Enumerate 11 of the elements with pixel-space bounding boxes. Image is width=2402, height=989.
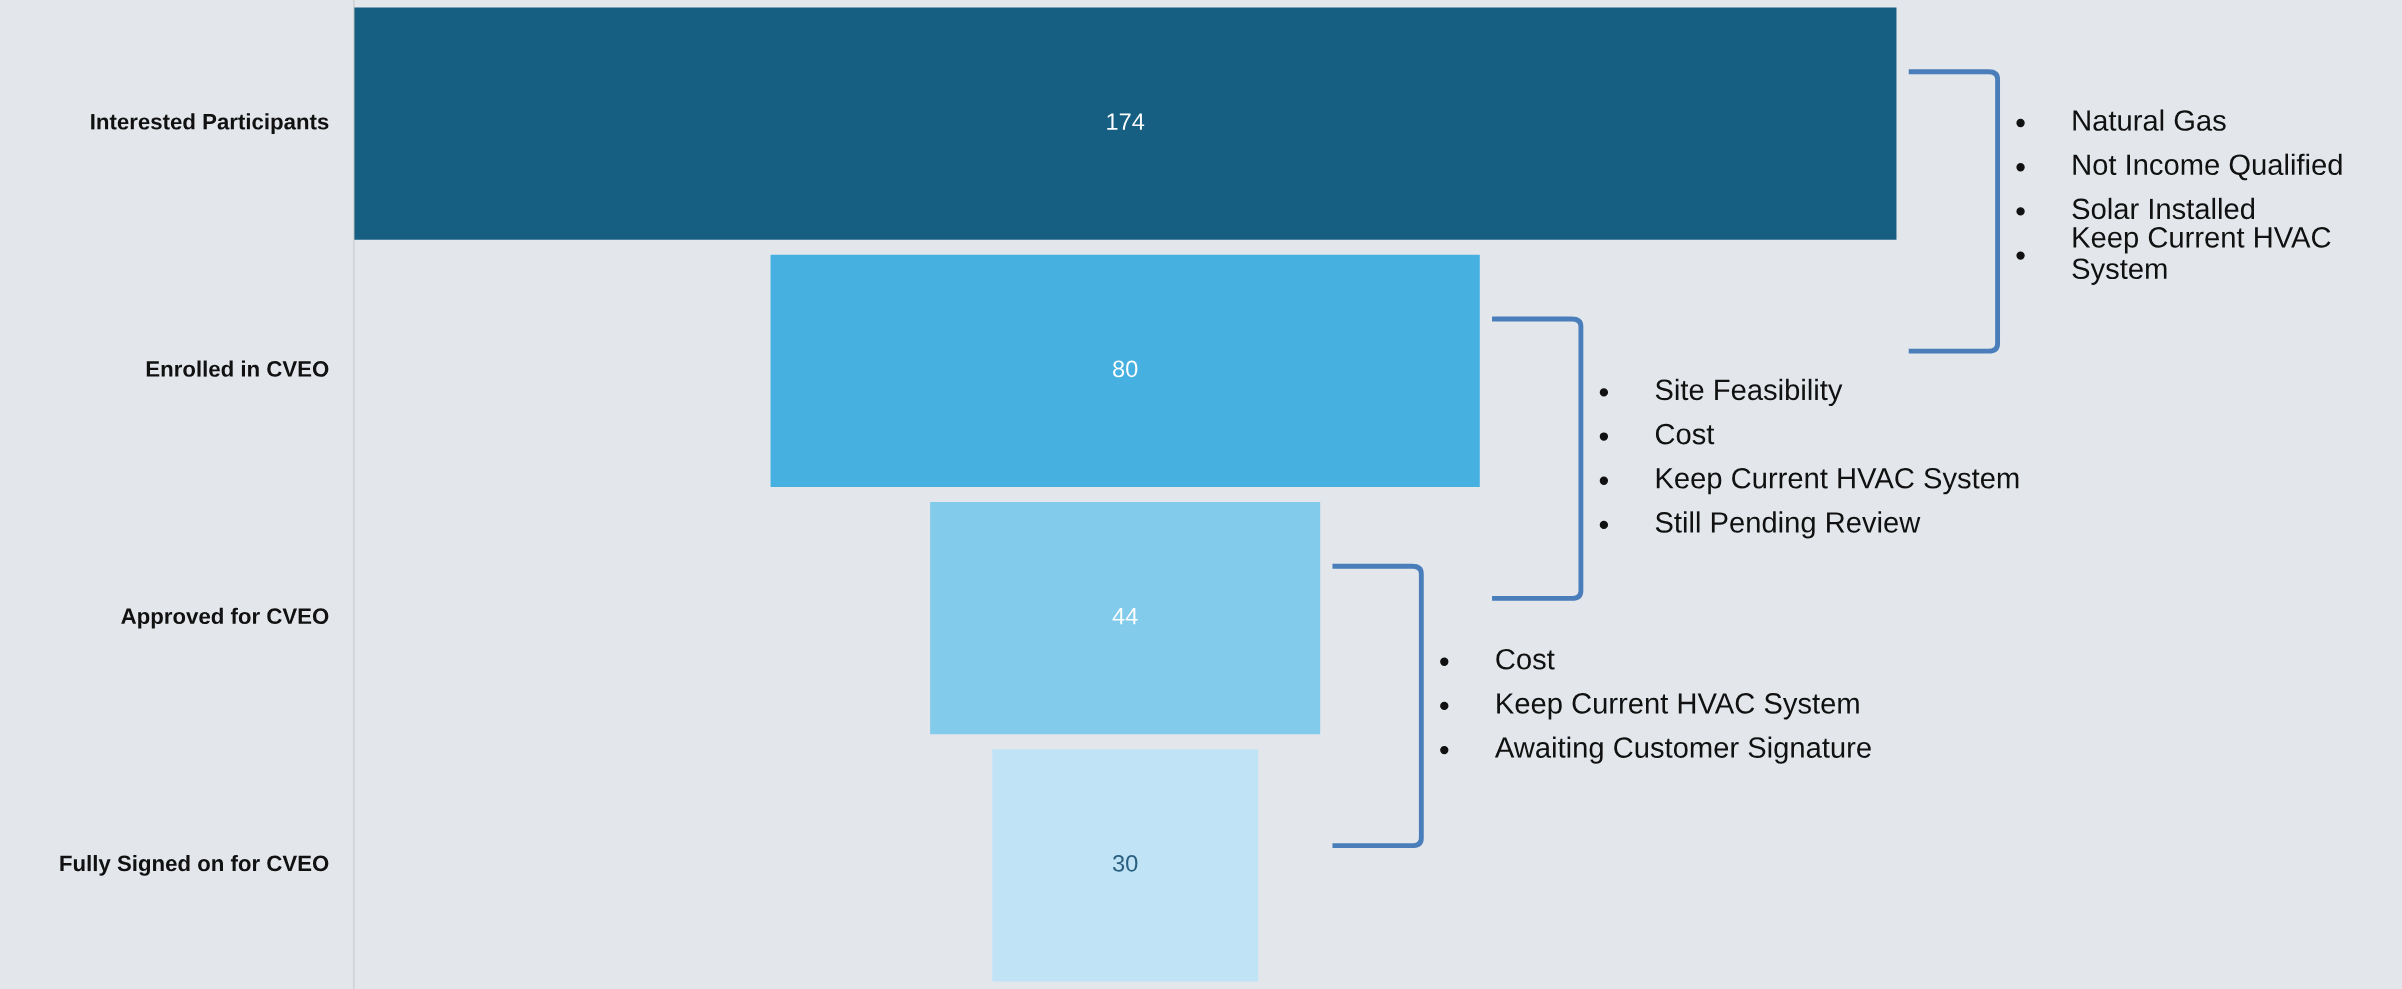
data-label: 44 <box>1112 607 1138 625</box>
text: Natural Gas Not Income Qualified Solar Installed Keep Current HVAC System <box>2072 109 2342 285</box>
category-label: Interested Participants <box>91 113 329 134</box>
data-label: 80 <box>1113 360 1138 378</box>
data-label: 174 <box>1107 113 1145 130</box>
data-label: 30 <box>1112 854 1138 872</box>
text: Site Feasibility Cost Keep Current HVAC System Still Pending Review <box>1655 378 2019 539</box>
category-label: Enrolled in CVEO <box>146 360 329 377</box>
category-label: Fully Signed on for CVEO <box>60 854 329 876</box>
category-label: Approved for CVEO <box>121 607 329 629</box>
text: Cost Keep Current HVAC System Awaiting Customer Signature <box>1494 648 1871 764</box>
